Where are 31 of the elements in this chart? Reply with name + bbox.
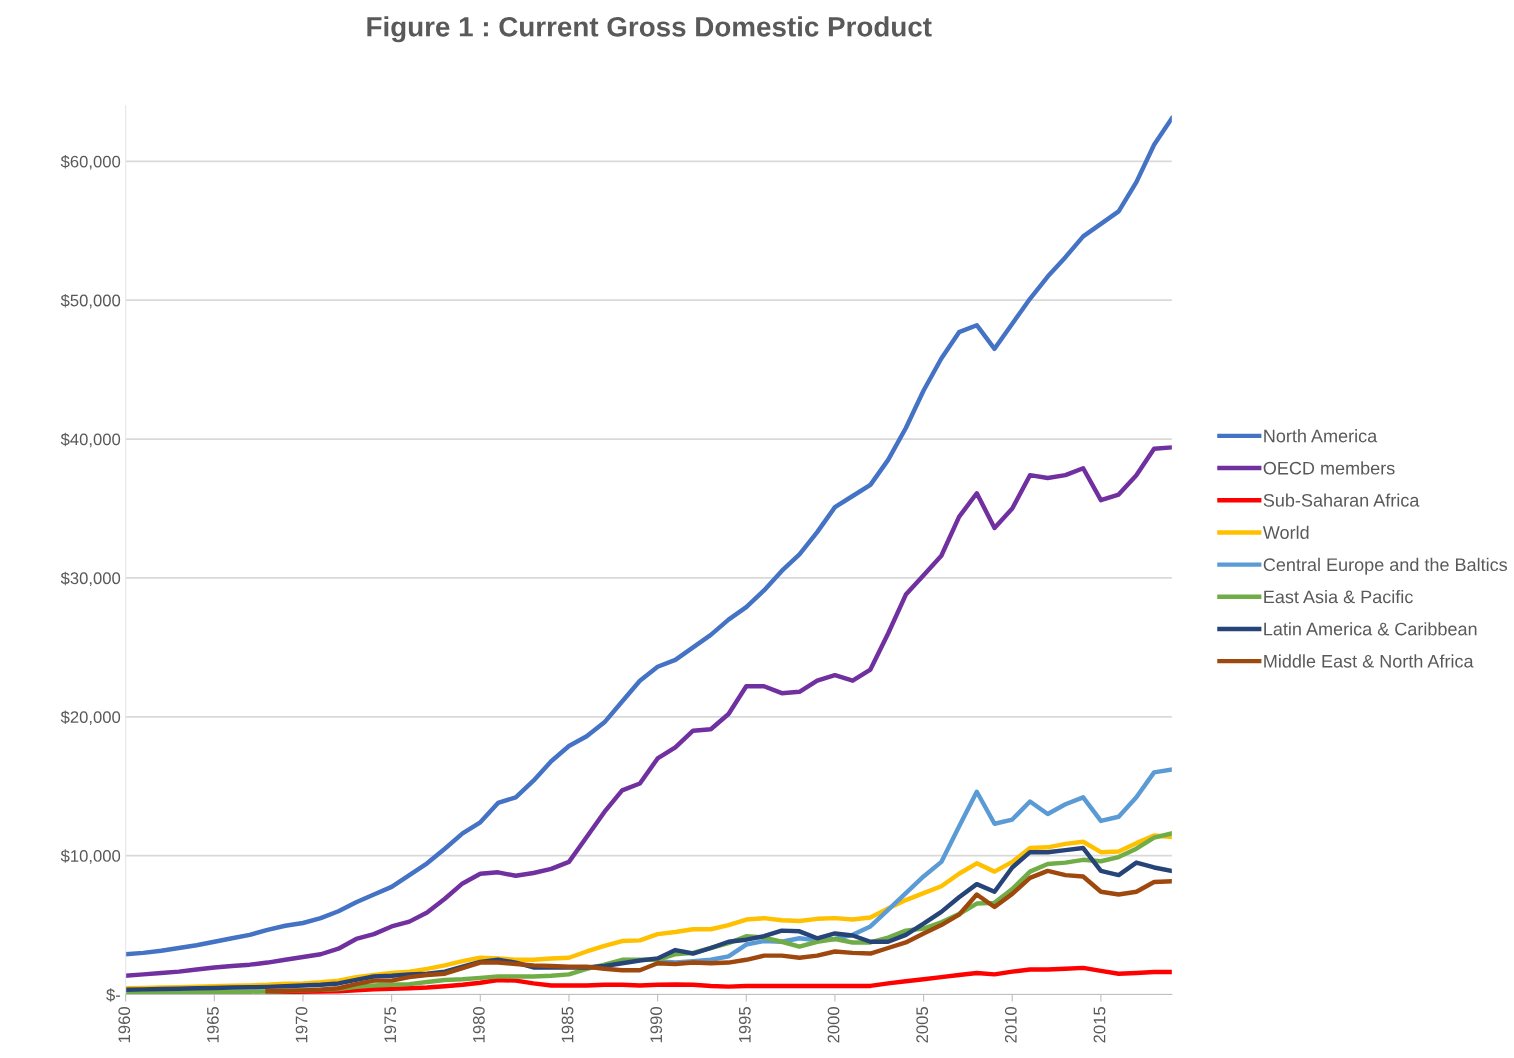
line-series [125, 116, 1172, 957]
chart-title: Figure 1 : Current Gross Domestic Product [367, 16, 932, 43]
x-tick-label: 1990 [650, 1006, 663, 1043]
legend-label: North America [1264, 429, 1378, 443]
x-tick-label: 2005 [916, 1007, 929, 1043]
x-tick-label: 1985 [561, 1007, 574, 1043]
x-tick-label: 2015 [1093, 1007, 1106, 1043]
y-tick-label: $50,000 [60, 293, 121, 309]
legend-label: OECD members [1263, 461, 1395, 475]
legend-label: Sub-Saharan Africa [1263, 493, 1420, 507]
x-tick-label: 1970 [295, 1006, 308, 1043]
x-tick-label: 1995 [738, 1007, 751, 1043]
x-tick-label: 2000 [827, 1006, 840, 1043]
line-series [265, 868, 1172, 994]
legend-label: Latin America & Caribbean [1264, 622, 1477, 636]
x-tick-label: 1975 [384, 1007, 397, 1043]
x-tick-label: 1980 [472, 1006, 485, 1043]
y-tick-label: $20,000 [60, 710, 121, 725]
legend-label: Central Europe and the Baltics [1263, 557, 1508, 575]
legend-label: World [1262, 525, 1309, 539]
y-tick-label: $30,000 [60, 571, 121, 587]
x-tick-label: 1960 [118, 1006, 131, 1043]
y-tick-label: $40,000 [60, 432, 121, 448]
line-series [125, 445, 1172, 978]
legend-label: Middle East & North Africa [1264, 654, 1474, 668]
y-tick-label: $60,000 [60, 155, 121, 170]
y-tick-label: $- [106, 988, 121, 1002]
x-tick-label: 1965 [206, 1007, 219, 1043]
legend-label: East Asia & Pacific [1264, 590, 1413, 604]
y-tick-label: $10,000 [60, 849, 121, 864]
x-tick-label: 2010 [1004, 1006, 1017, 1043]
